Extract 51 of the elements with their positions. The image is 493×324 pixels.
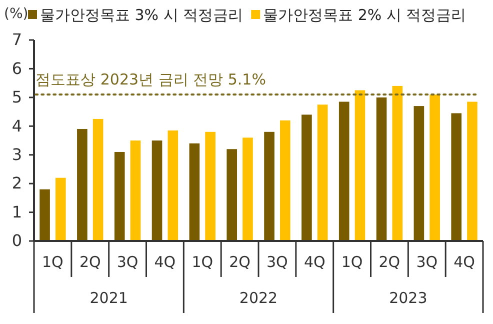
y-tick-label: 4: [12, 116, 22, 136]
bar: [130, 140, 141, 241]
legend-label: 물가안정목표 3% 시 적정금리: [40, 6, 244, 24]
bar: [264, 132, 274, 241]
bar: [168, 130, 178, 241]
text: 2022: [239, 289, 278, 307]
y-tick-label: 2: [12, 174, 22, 193]
bar: [92, 118, 104, 241]
x-tick-label: 2Q: [378, 253, 400, 271]
y-tick-label: 5: [12, 88, 22, 107]
bar: [55, 178, 66, 241]
bar: [376, 97, 387, 241]
bar: [430, 94, 440, 241]
text: 2021: [90, 289, 128, 307]
y-tick-label: 0: [12, 231, 22, 250]
bar: [226, 149, 238, 241]
bar: [317, 104, 328, 241]
text: 2023: [389, 289, 428, 307]
y-axis-title: (%): [4, 6, 28, 22]
x-tick-label: 3Q: [266, 253, 288, 271]
bar: [302, 114, 312, 241]
bar: [451, 113, 462, 241]
bar: [338, 102, 350, 241]
y-tick-label: 1: [12, 202, 22, 222]
bar: [205, 132, 216, 241]
x-tick-label: 1Q: [341, 253, 363, 271]
bar: [242, 138, 253, 241]
y-tick-label: 6: [12, 58, 22, 78]
bar: [189, 143, 200, 241]
bar: [280, 120, 290, 241]
x-tick-label: 2Q: [229, 253, 250, 271]
x-tick-label: 1Q: [42, 253, 64, 271]
bar: [114, 152, 125, 241]
ref-line-label: 점도표상 2023년 금리 전망 5.1%: [36, 70, 266, 89]
x-tick-label: 3Q: [116, 253, 138, 271]
x-tick-label: 4Q: [154, 253, 176, 271]
legend-label: 물가안정목표 2% 시 적정금리: [263, 6, 466, 24]
bar: [77, 129, 88, 241]
bar: [354, 90, 366, 241]
bar: [392, 86, 403, 241]
x-tick-label: 3Q: [416, 253, 438, 271]
y-tick-label: 3: [12, 144, 22, 164]
bar: [467, 102, 478, 241]
x-tick-label: 1Q: [192, 253, 214, 271]
bar: [40, 189, 50, 241]
bar: [152, 140, 162, 241]
y-tick-label: 7: [12, 30, 22, 50]
x-tick-label: 4Q: [454, 253, 475, 271]
bar: [414, 106, 424, 241]
x-tick-label: 4Q: [304, 253, 326, 271]
x-tick-label: 2Q: [79, 253, 101, 271]
